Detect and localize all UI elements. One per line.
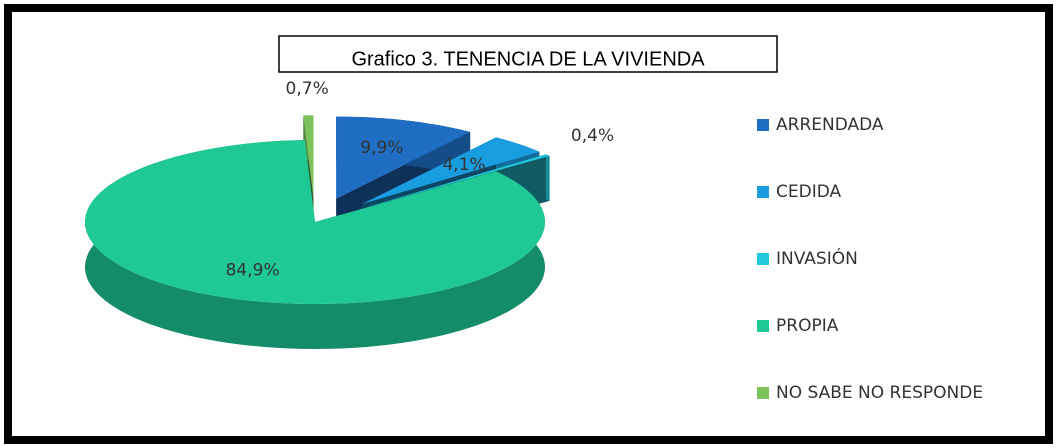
legend-label: ARRENDADA — [776, 115, 884, 135]
title-box — [278, 35, 778, 73]
legend-swatch — [757, 119, 769, 131]
data-label: 0,4% — [571, 126, 614, 146]
legend-swatch — [757, 387, 769, 399]
data-label: 84,9% — [226, 260, 280, 280]
legend-label: NO SABE NO RESPONDE — [776, 383, 983, 403]
chart-title: Grafico 3. TENENCIA DE LA VIVIENDA — [351, 48, 705, 70]
slice — [368, 154, 550, 207]
legend: ARRENDADA CEDIDA INVASIÓN PROPIA NO SABE NO … — [757, 115, 983, 403]
data-label: 4,1% — [442, 155, 485, 175]
legend-label: INVASIÓN — [776, 247, 858, 269]
legend-label: CEDIDA — [776, 182, 842, 202]
slice — [362, 137, 540, 205]
pie — [85, 115, 550, 349]
slice-side — [545, 154, 550, 201]
labels: 9,9% 4,1% 0,4% 84,9% 0,7% — [226, 79, 615, 281]
slice — [85, 140, 545, 304]
legend-swatch — [757, 186, 769, 198]
legend-swatch — [757, 253, 769, 265]
slice — [303, 115, 314, 198]
slice — [336, 116, 471, 199]
data-label: 0,7% — [286, 79, 329, 99]
data-label: 9,9% — [360, 138, 403, 158]
legend-label: PROPIA — [776, 316, 839, 336]
legend-swatch — [757, 320, 769, 332]
